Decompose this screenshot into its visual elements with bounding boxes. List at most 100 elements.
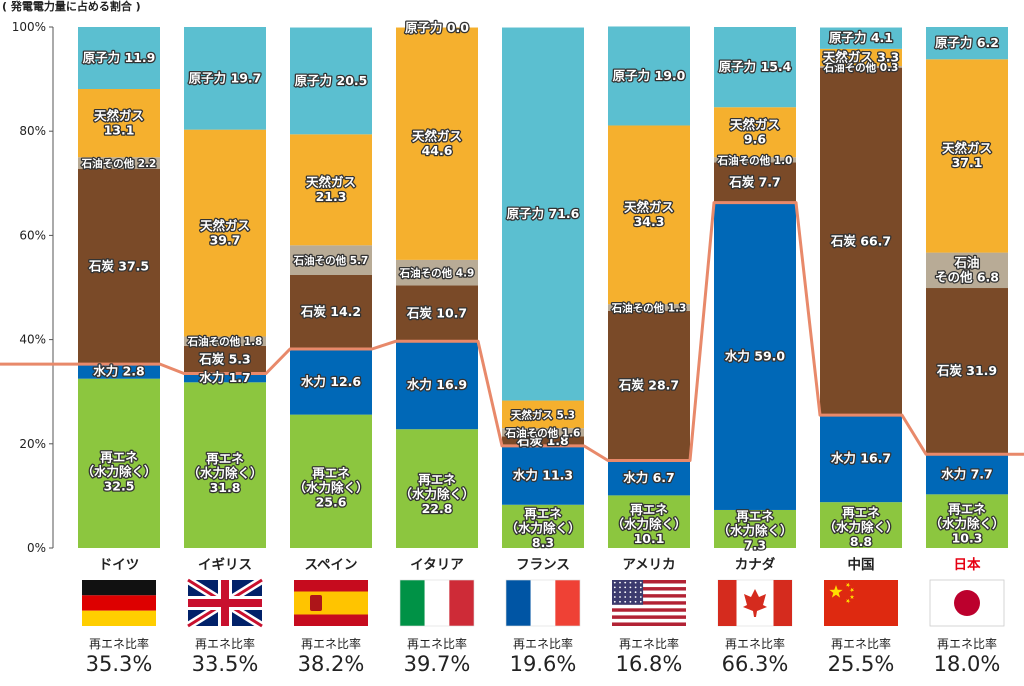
renewable-ratio-line [0, 201, 1024, 462]
segment-label-hydro: 水力 2.8 [93, 363, 145, 378]
bar-segment-hydro [396, 341, 478, 430]
segment-label-renew: 10.3 [952, 530, 983, 545]
segment-label-gas: 天然ガス [94, 108, 144, 123]
bar-segment-nuclear [290, 27, 372, 135]
bar-segment-hydro [78, 364, 160, 379]
bar-segment-renew [396, 429, 478, 548]
segment-label-renew: （水力除く） [399, 487, 474, 502]
segment-label-renew: 22.8 [422, 501, 453, 516]
segment-label-gas: 天然ガス [306, 175, 356, 190]
segment-label-gas: 44.6 [422, 143, 453, 158]
country-name: アメリカ [622, 557, 675, 573]
bar-segment-coal [608, 310, 690, 461]
bar-segment-gas [396, 27, 478, 260]
y-tick-label: 40% [19, 333, 46, 347]
segment-label-nuclear: 原子力 71.6 [507, 206, 580, 221]
bar-segment-oil [290, 245, 372, 275]
bar-segment-oil [502, 428, 584, 437]
segment-label-renew: 再エネ [418, 472, 456, 487]
flag-usa [612, 580, 686, 626]
segment-label-renew: 10.1 [634, 531, 665, 546]
segment-label-oil: その他 6.8 [935, 270, 999, 285]
segment-label-gas: 天然ガス [730, 117, 780, 132]
segment-label-renew: 再エネ [312, 465, 350, 480]
segment-label-gas: 天然ガス [942, 141, 992, 156]
country-name: カナダ [735, 556, 776, 573]
bar-segment-renew [608, 495, 690, 548]
segment-label-nuclear: 原子力 20.5 [295, 73, 368, 88]
bar-segment-oil [396, 259, 478, 286]
bar-segment-gas [608, 125, 690, 305]
flag-uk [185, 576, 265, 630]
segment-label-hydro: 水力 12.6 [301, 374, 361, 389]
bar-segment-nuclear [502, 27, 584, 401]
segment-label-coal: 石炭 14.2 [300, 304, 361, 319]
segment-label-nuclear: 原子力 0.0 [405, 20, 469, 35]
segment-label-renew: 再エネ [948, 501, 986, 516]
bar-segment-nuclear [608, 26, 690, 126]
bar-segment-renew [184, 382, 266, 548]
segment-label-nuclear: 原子力 6.2 [935, 35, 999, 50]
segment-label-oil: 石油その他 0.3 [823, 61, 899, 74]
segment-label-renew: 再エネ [524, 506, 562, 521]
bar-segment-renew [714, 509, 796, 548]
segment-label-hydro: 水力 11.3 [513, 467, 573, 482]
bar-segment-gas [714, 107, 796, 158]
chart-title: ( 発電電力量に占める割合 ) [2, 0, 141, 13]
segment-label-nuclear: 原子力 15.4 [719, 59, 792, 74]
bar-segment-nuclear [184, 27, 266, 130]
segment-label-oil: 石油その他 1.6 [505, 426, 581, 439]
renewable-rate-label: 再エネ比率 [89, 636, 149, 651]
segment-label-coal: 石炭 5.3 [198, 352, 251, 367]
bar-segment-gas [820, 48, 902, 67]
bar-segment-renew [290, 414, 372, 548]
bar-segment-coal [78, 168, 160, 365]
segment-label-gas: 天然ガス [412, 128, 462, 143]
segment-label-renew: 再エネ [630, 502, 668, 517]
y-tick-label: 80% [19, 124, 46, 138]
segment-label-renew: 8.8 [850, 534, 872, 549]
bar-segment-nuclear [714, 27, 796, 108]
bar-segment-nuclear [78, 27, 160, 89]
bar-segment-coal [502, 436, 584, 446]
y-tick-label: 60% [19, 228, 46, 242]
segment-label-coal: 石炭 10.7 [406, 305, 467, 320]
segment-label-gas: 天然ガス [200, 218, 250, 233]
bar-segment-renew [820, 502, 902, 548]
segment-label-hydro: 水力 16.7 [831, 451, 891, 466]
y-tick-label: 0% [27, 541, 46, 555]
bar-segment-renew [78, 378, 160, 548]
segment-label-renew: （水力除く） [293, 480, 368, 495]
segment-label-nuclear: 原子力 4.1 [829, 30, 893, 45]
renewable-rate-label: 再エネ比率 [831, 636, 891, 651]
bar-segment-renew [502, 504, 584, 548]
segment-label-renew: （水力除く） [717, 523, 792, 538]
bar-segment-hydro [608, 460, 690, 496]
country-name: 日本 [954, 556, 982, 573]
segment-label-hydro: 水力 16.9 [407, 377, 467, 392]
segment-label-gas: 21.3 [316, 189, 347, 204]
bar-segment-oil [714, 157, 796, 163]
segment-label-gas: 13.1 [104, 122, 135, 137]
segment-label-nuclear: 原子力 19.0 [613, 68, 686, 83]
bar-segment-nuclear [926, 27, 1008, 60]
segment-label-oil: 石油その他 1.3 [611, 302, 687, 315]
segment-label-renew: （水力除く） [929, 516, 1004, 531]
segment-label-coal: 石炭 28.7 [618, 378, 679, 393]
segment-label-oil: 石油その他 2.2 [81, 157, 157, 170]
bar-segment-gas [290, 134, 372, 246]
segment-label-gas: 天然ガス 5.3 [511, 408, 575, 421]
segment-label-gas: 34.3 [634, 214, 665, 229]
renewable-rate-label: 再エネ比率 [301, 636, 361, 651]
renewable-rate-value: 33.5% [192, 652, 259, 676]
renewable-rate-value: 19.6% [510, 652, 577, 676]
renewable-rate-value: 16.8% [616, 652, 683, 676]
segment-label-coal: 石炭 37.5 [88, 258, 149, 273]
bar-segment-coal [290, 274, 372, 349]
bar-segment-gas [926, 59, 1008, 253]
bar-segment-gas [502, 400, 584, 429]
country-labels-and-flags: ドイツ再エネ比率35.3%イギリス再エネ比率33.5%スペイン再エネ比率38.2… [82, 556, 1005, 676]
renewable-rate-value: 66.3% [722, 652, 789, 676]
